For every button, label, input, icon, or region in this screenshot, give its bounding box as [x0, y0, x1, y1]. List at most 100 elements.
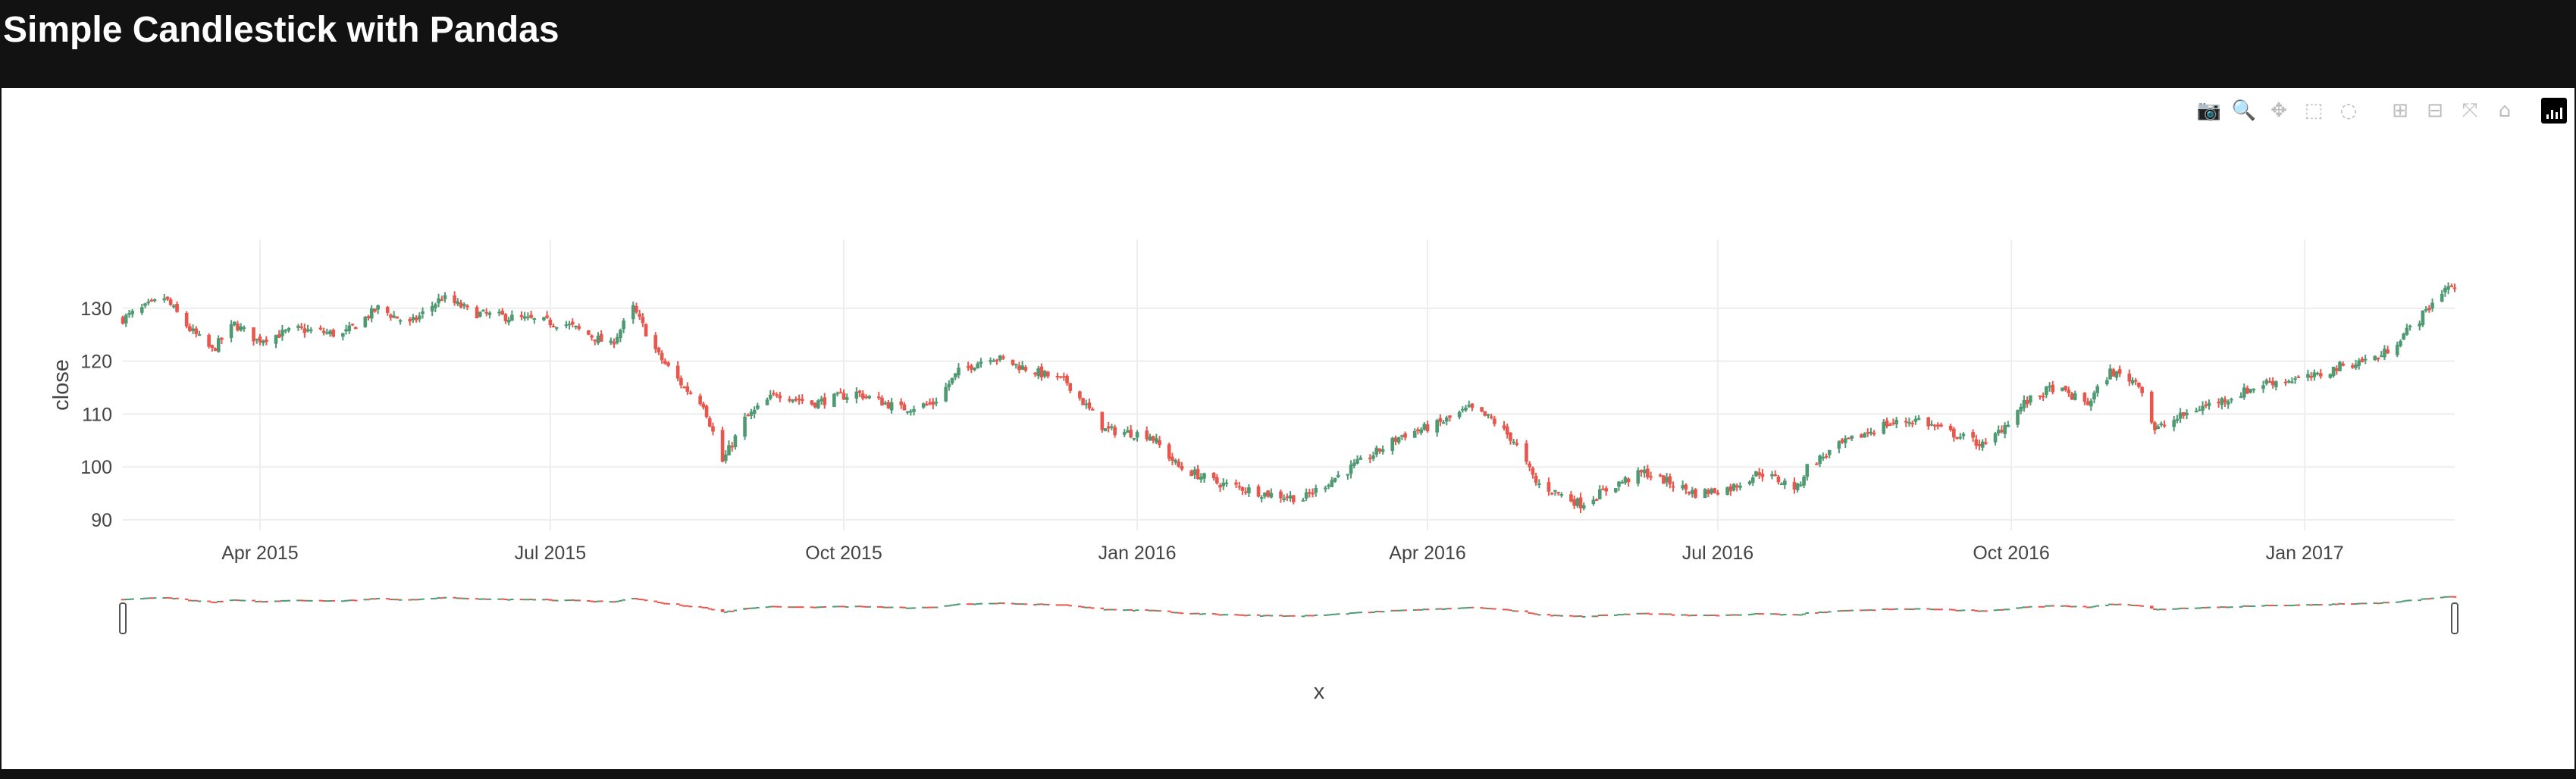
candle-decreasing[interactable] [1218, 485, 1222, 488]
candle-increasing[interactable] [2060, 387, 2064, 391]
candle-decreasing[interactable] [641, 317, 645, 324]
candle-increasing[interactable] [835, 393, 839, 395]
candle-increasing[interactable] [2048, 386, 2051, 388]
candle-increasing[interactable] [1750, 477, 1755, 483]
candle-increasing[interactable] [152, 299, 157, 302]
candle-increasing[interactable] [2379, 355, 2383, 358]
candle-increasing[interactable] [2230, 399, 2233, 401]
candle-decreasing[interactable] [265, 339, 268, 343]
candle-decreasing[interactable] [1377, 448, 1382, 452]
candle-decreasing[interactable] [1658, 474, 1662, 477]
candle-decreasing[interactable] [1815, 463, 1819, 465]
candle-increasing[interactable] [950, 377, 954, 383]
candle-decreasing[interactable] [1866, 432, 1870, 434]
candle-increasing[interactable] [1581, 505, 1586, 509]
candle-increasing[interactable] [854, 391, 859, 399]
candle-increasing[interactable] [2443, 287, 2447, 293]
candle-increasing[interactable] [284, 330, 287, 332]
candle-decreasing[interactable] [707, 418, 712, 427]
autoscale-icon[interactable]: ⤧ [2462, 99, 2478, 122]
candle-decreasing[interactable] [165, 296, 170, 300]
candle-decreasing[interactable] [1113, 427, 1117, 436]
candle-increasing[interactable] [1747, 481, 1752, 484]
candle-decreasing[interactable] [1578, 497, 1583, 508]
range-handle-right[interactable] [2451, 602, 2458, 634]
candle-increasing[interactable] [2424, 308, 2428, 311]
candle-decreasing[interactable] [2204, 404, 2208, 406]
candle-increasing[interactable] [609, 340, 613, 343]
candle-decreasing[interactable] [876, 396, 881, 399]
candle-increasing[interactable] [287, 328, 291, 331]
candle-increasing[interactable] [1843, 438, 1847, 443]
candle-decreasing[interactable] [1639, 470, 1644, 473]
candle-increasing[interactable] [1269, 493, 1274, 498]
candle-increasing[interactable] [1894, 419, 1898, 424]
candle-increasing[interactable] [2315, 372, 2320, 374]
candle-increasing[interactable] [619, 330, 622, 338]
candle-increasing[interactable] [867, 396, 871, 399]
candle-decreasing[interactable] [2334, 368, 2339, 371]
candle-decreasing[interactable] [277, 334, 281, 338]
candle-increasing[interactable] [2338, 361, 2342, 371]
candle-increasing[interactable] [2395, 345, 2399, 355]
candle-decreasing[interactable] [302, 328, 307, 333]
candle-decreasing[interactable] [1525, 443, 1528, 462]
candle-increasing[interactable] [979, 361, 983, 364]
candle-decreasing[interactable] [220, 337, 224, 340]
candle-decreasing[interactable] [635, 305, 638, 313]
candle-decreasing[interactable] [675, 365, 680, 379]
candle-increasing[interactable] [1916, 418, 1921, 420]
candle-increasing[interactable] [216, 338, 221, 352]
candle-increasing[interactable] [1738, 485, 1742, 488]
candle-increasing[interactable] [1642, 469, 1647, 474]
candle-increasing[interactable] [2089, 400, 2093, 407]
candle-decreasing[interactable] [701, 403, 706, 408]
candle-decreasing[interactable] [1266, 490, 1270, 497]
candle-decreasing[interactable] [838, 392, 843, 394]
candle-increasing[interactable] [554, 327, 559, 329]
candle-decreasing[interactable] [1279, 491, 1283, 499]
candle-increasing[interactable] [819, 399, 823, 402]
lasso-select-icon[interactable]: ◌ [2339, 99, 2358, 122]
candle-increasing[interactable] [1333, 477, 1337, 482]
candle-increasing[interactable] [1349, 465, 1353, 474]
candle-increasing[interactable] [2383, 349, 2386, 358]
candle-decreasing[interactable] [1646, 468, 1650, 477]
candle-decreasing[interactable] [1237, 486, 1242, 488]
candle-increasing[interactable] [1731, 483, 1736, 491]
candle-increasing[interactable] [1863, 433, 1866, 438]
candle-increasing[interactable] [2306, 374, 2310, 378]
candle-increasing[interactable] [909, 411, 913, 413]
candle-decreasing[interactable] [1939, 424, 1943, 427]
candle-decreasing[interactable] [1572, 499, 1576, 506]
candle-increasing[interactable] [309, 329, 313, 331]
candle-increasing[interactable] [526, 316, 530, 318]
candle-increasing[interactable] [328, 330, 332, 335]
candle-decreasing[interactable] [864, 396, 868, 399]
candle-increasing[interactable] [1980, 441, 1985, 448]
candle-decreasing[interactable] [1045, 371, 1050, 377]
candle-decreasing[interactable] [2341, 363, 2346, 366]
candle-decreasing[interactable] [252, 327, 255, 342]
candle-increasing[interactable] [2405, 327, 2409, 335]
candle-increasing[interactable] [2029, 395, 2032, 403]
candle-decreasing[interactable] [1129, 430, 1133, 438]
candle-decreasing[interactable] [1932, 424, 1937, 427]
candle-increasing[interactable] [481, 310, 485, 312]
candle-decreasing[interactable] [1713, 488, 1717, 493]
candle-increasing[interactable] [889, 402, 894, 411]
candle-increasing[interactable] [2354, 364, 2358, 368]
candle-increasing[interactable] [2175, 418, 2180, 421]
candle-decreasing[interactable] [1824, 455, 1829, 458]
candle-decreasing[interactable] [503, 314, 508, 321]
candle-increasing[interactable] [2261, 385, 2265, 389]
candle-increasing[interactable] [1869, 431, 1873, 434]
candle-increasing[interactable] [756, 405, 760, 409]
candle-increasing[interactable] [2328, 374, 2333, 378]
candle-increasing[interactable] [976, 363, 980, 369]
candle-decreasing[interactable] [318, 327, 323, 330]
candle-increasing[interactable] [1327, 485, 1330, 487]
candle-increasing[interactable] [2105, 380, 2109, 385]
range-handle-left[interactable] [119, 602, 127, 634]
candle-increasing[interactable] [2242, 387, 2246, 398]
